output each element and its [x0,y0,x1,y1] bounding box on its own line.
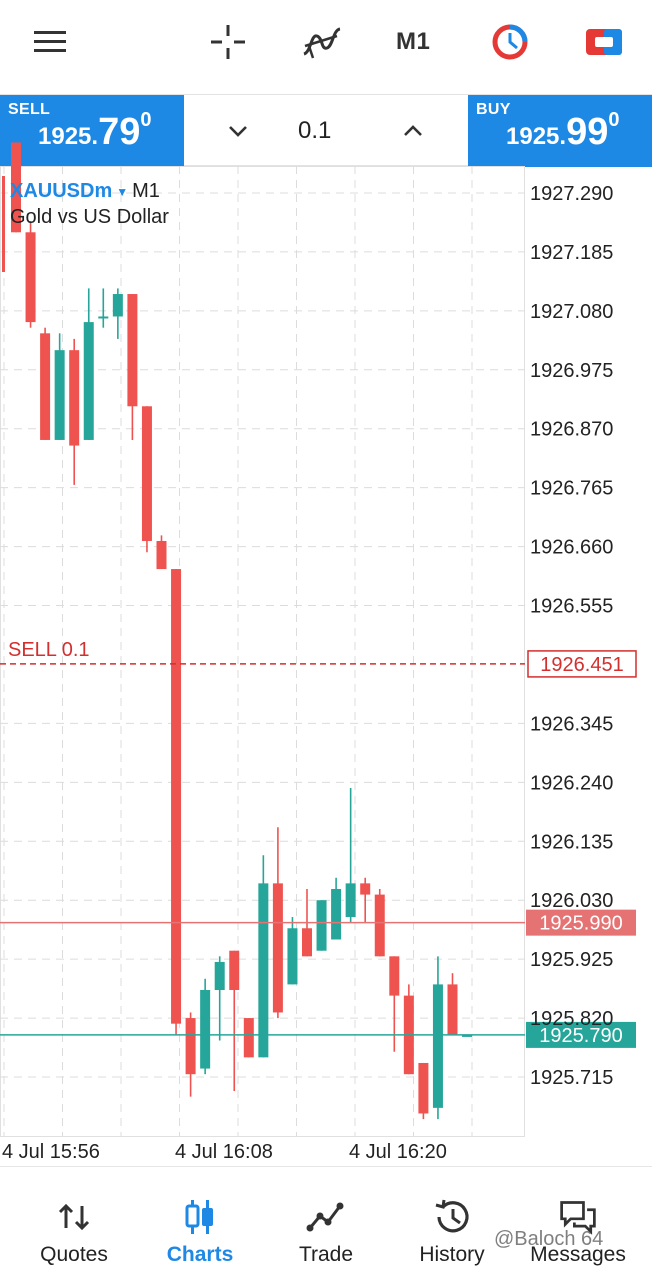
price-axis-label: 1927.290 [530,183,613,205]
candle-body [316,900,327,951]
one-click-trading-panel: SELL 1925.790 0.1 BUY 1925.990 [0,94,652,167]
lot-increase-button[interactable] [395,113,431,149]
watermark-text: @Baloch 64 [494,1228,604,1250]
ask-price-label: 1925.990 [539,913,622,935]
history-clock-icon [432,1197,472,1237]
price-axis-label: 1927.185 [530,242,613,264]
quotes-arrows-icon [54,1197,94,1237]
sell-price: 1925.790 [38,109,152,153]
candle-body [345,883,356,918]
price-axis-label: 1926.345 [530,713,613,735]
price-axis-label: 1926.135 [530,831,613,853]
crosshair-icon[interactable] [206,20,250,64]
candle-body [432,984,443,1108]
nav-messages[interactable]: Messages [530,1167,626,1280]
candle-body [447,984,458,1035]
buy-button[interactable]: BUY 1925.990 [468,95,652,167]
candle-body [272,883,283,1013]
price-axis-label: 1925.715 [530,1067,613,1089]
indicators-icon[interactable] [300,20,344,64]
clock-object-icon[interactable] [488,20,532,64]
sell-order-label: SELL 0.1 [8,639,90,661]
candle-body [40,333,51,440]
buy-price: 1925.990 [506,109,620,153]
bid-price-label: 1925.790 [539,1025,622,1047]
price-lines: SELL 0.1 1926.451 1925.990 1925.790 [0,176,637,1048]
candles [11,142,473,1120]
candle-body [374,894,385,957]
symbol-description: Gold vs US Dollar [10,206,169,228]
messages-chat-icon [558,1197,598,1237]
candle-body [418,1062,429,1114]
top-toolbar: M1 [0,0,652,90]
price-axis-label: 1926.870 [530,419,613,441]
candle-body [200,990,211,1069]
candle-body [112,294,123,317]
price-axis-label: 1926.660 [530,537,613,559]
price-axis-label: 1927.080 [530,301,613,323]
candle-body [156,540,167,570]
nav-charts[interactable]: Charts [156,1167,244,1280]
candle-body [243,1018,254,1058]
buy-label: BUY [476,101,511,118]
symbol-name: XAUUSDm [10,180,113,202]
candle-body [171,569,182,1024]
candle-body [389,956,400,996]
price-axis-label: 1926.240 [530,772,613,794]
chart-border [0,166,525,1137]
trade-line-icon [306,1197,346,1237]
candle-body [185,1018,196,1075]
price-axis-label: 1926.975 [530,360,613,382]
price-axis-label: 1926.765 [530,478,613,500]
candle-body [258,883,269,1058]
nav-quotes[interactable]: Quotes [30,1167,118,1280]
candle-body [229,950,240,991]
charts-candles-icon [180,1197,220,1237]
price-axis-label: 1926.030 [530,890,613,912]
price-axis-label: 1926.555 [530,596,613,618]
symbol-timeframe: M1 [132,180,160,202]
menu-icon[interactable] [28,20,72,64]
price-axis-label: 1925.820 [530,1008,613,1030]
candle-body [141,406,152,541]
lot-decrease-button[interactable] [220,113,256,149]
candle-body [69,350,80,446]
sell-order-price-tag [527,650,637,678]
symbol-dropdown-icon[interactable]: ▼ [116,184,129,199]
candle-body [360,883,371,895]
candle-body [331,888,342,940]
sell-order-price-label: 1926.451 [540,654,623,676]
chart-symbol[interactable]: XAUUSDm ▼ M1 [10,180,160,203]
candle-body [302,928,312,957]
candle-body [127,294,138,407]
bid-price-tag [526,1021,636,1048]
lot-size-input[interactable]: 0.1 [298,117,332,144]
sell-label: SELL [8,101,51,118]
candle-body [83,322,94,440]
candle-body [214,961,225,991]
time-axis-label: 4 Jul 16:20 [349,1141,447,1163]
nav-history[interactable]: History [408,1167,496,1280]
candle-body [11,142,21,233]
price-chart[interactable]: SELL 0.1 1926.451 1925.990 1925.790 1927.29… [0,0,652,1166]
sell-button[interactable]: SELL 1925.790 [0,95,184,167]
candle-body [462,1034,473,1037]
time-axis-label: 4 Jul 16:08 [175,1141,273,1163]
nav-trade[interactable]: Trade [282,1167,370,1280]
price-axis-label: 1925.925 [530,949,613,971]
candle-body [25,232,36,323]
candle-body [54,350,65,440]
time-axis: 4 Jul 15:56 4 Jul 16:08 4 Jul 16:20 [2,1141,447,1163]
price-axis: 1927.290 1927.185 1927.080 1926.975 1926.870… [530,183,613,1089]
candle-body [287,928,298,985]
one-click-trade-icon[interactable] [582,20,626,64]
candle-body [98,316,109,319]
bottom-navigation: Quotes Charts Trade History Messages [0,1166,652,1280]
timeframe-button[interactable]: M1 [396,28,431,55]
current-bar-marker [2,176,5,272]
time-axis-label: 4 Jul 15:56 [2,1141,100,1163]
ask-price-tag [526,909,636,936]
